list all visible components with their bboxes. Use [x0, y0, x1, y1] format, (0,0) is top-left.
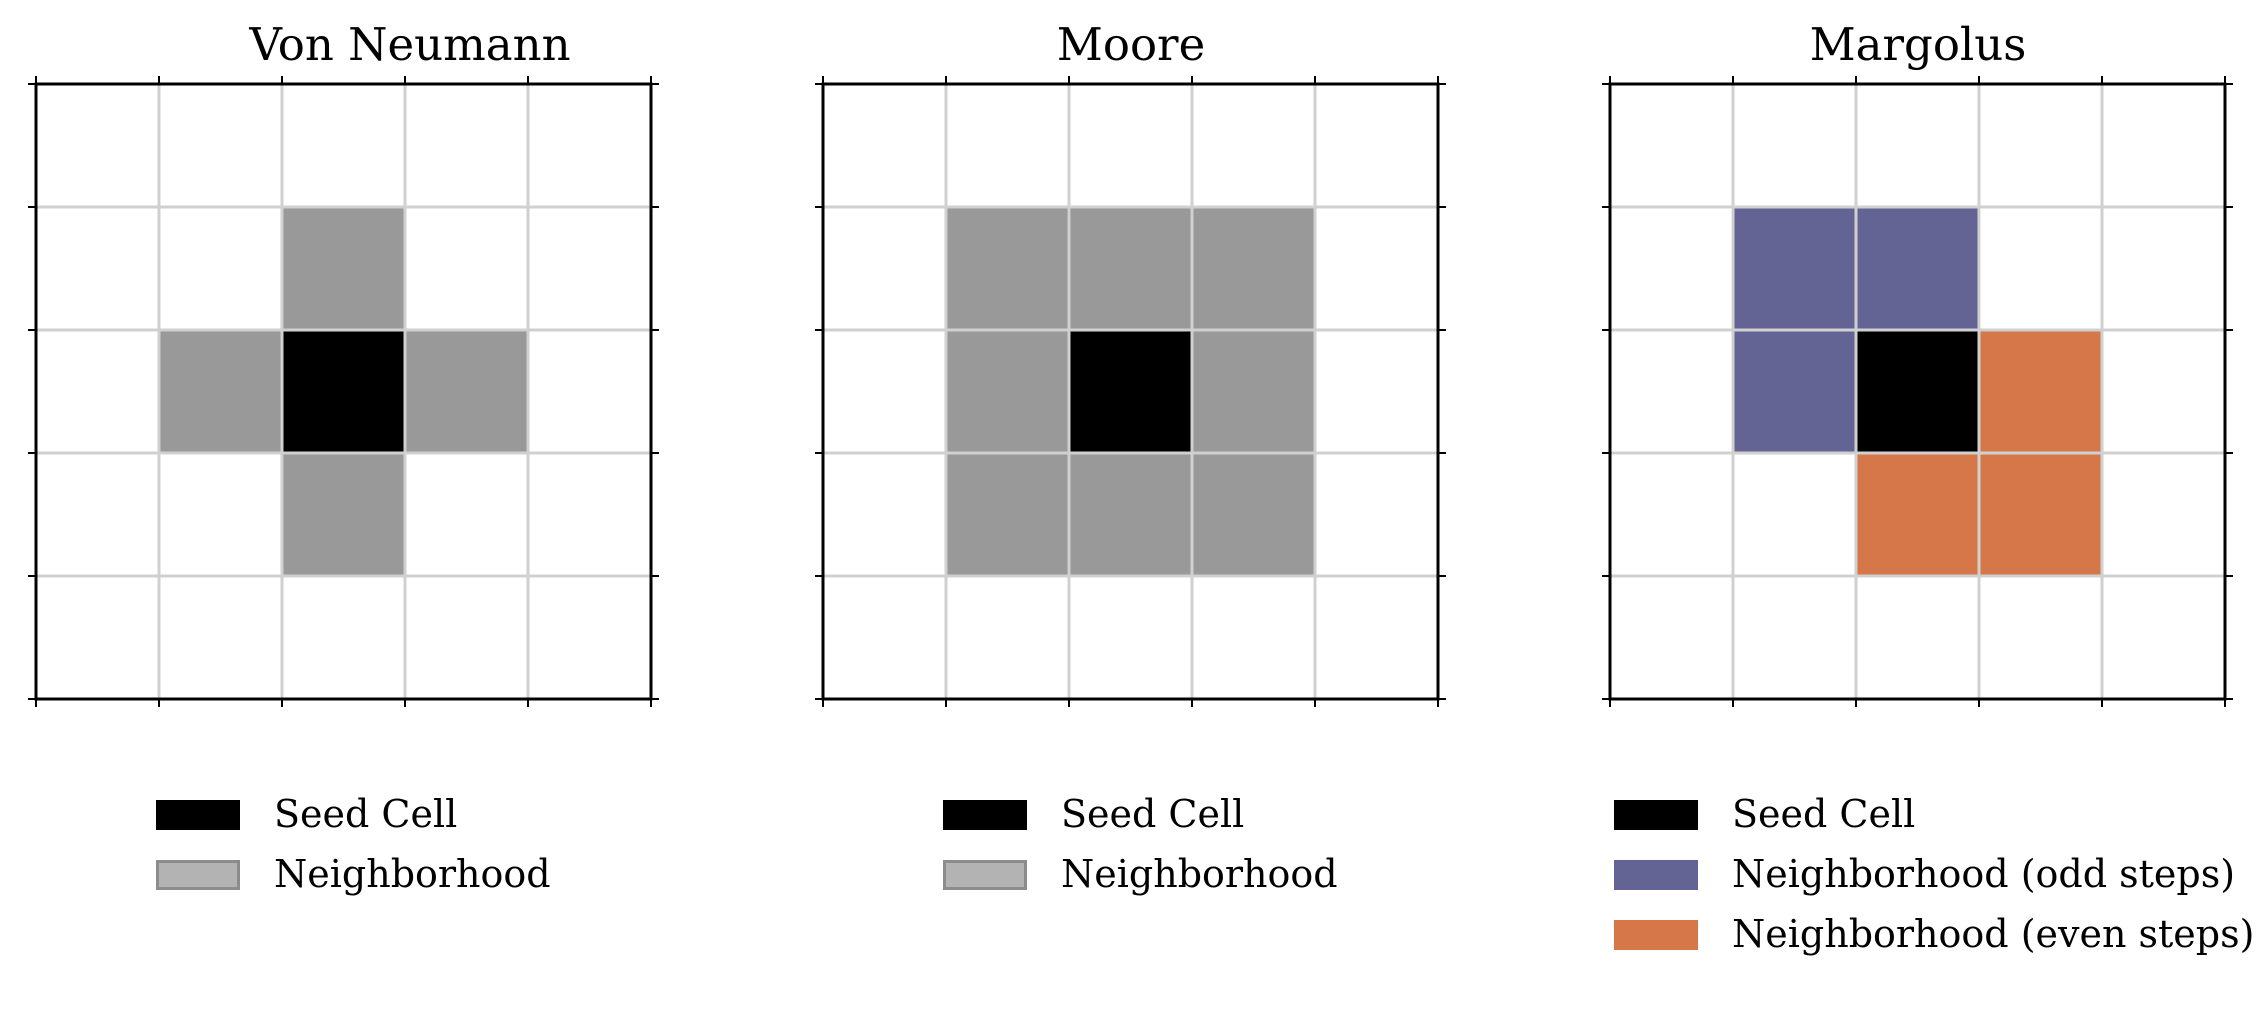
neighborhood-cell: [1192, 453, 1315, 576]
neighborhood-cell: [405, 330, 528, 453]
panel-title: Margolus: [1809, 18, 2027, 71]
neighborhood-cell: [1069, 207, 1192, 330]
legend-label: Neighborhood: [1061, 852, 1338, 896]
neighborhood-swatch: [943, 860, 1027, 890]
grid-frame: [1608, 82, 2227, 701]
grid-frame: [821, 82, 1440, 701]
neighborhood-cell: [946, 453, 1069, 576]
seed-cell: [1069, 330, 1192, 453]
grid-moore: [815, 76, 1446, 707]
neighborhood-cell: [1069, 453, 1192, 576]
neighborhood-swatch: [156, 860, 240, 890]
neighborhood-cell: [1856, 207, 1979, 330]
neighborhood-cell: [1979, 330, 2102, 453]
neighborhood-cell: [946, 330, 1069, 453]
seed-cell: [1856, 330, 1979, 453]
even-neighborhood-swatch: [1614, 920, 1698, 950]
odd-neighborhood-swatch: [1614, 860, 1698, 890]
grid-margolus: [1602, 76, 2233, 707]
legend-label: Seed Cell: [1061, 792, 1245, 836]
legend-label: Seed Cell: [274, 792, 458, 836]
panel-title: Von Neumann: [249, 18, 571, 71]
grid-frame: [34, 82, 653, 701]
neighborhood-cell: [1733, 330, 1856, 453]
neighborhood-cell: [1856, 453, 1979, 576]
grid-von-neumann: [28, 76, 659, 707]
seed-swatch: [1614, 800, 1698, 830]
seed-swatch: [943, 800, 1027, 830]
panel-title: Moore: [1056, 18, 1206, 71]
legend-label: Seed Cell: [1732, 792, 1916, 836]
neighborhood-cell: [946, 207, 1069, 330]
neighborhood-cell: [1733, 207, 1856, 330]
neighborhood-cell: [282, 453, 405, 576]
neighborhood-cell: [1192, 330, 1315, 453]
neighborhood-cell: [159, 330, 282, 453]
legend-label: Neighborhood (even steps): [1732, 912, 2255, 956]
neighborhood-cell: [1979, 453, 2102, 576]
neighborhood-cell: [282, 207, 405, 330]
legend-label: Neighborhood: [274, 852, 551, 896]
legend-label: Neighborhood (odd steps): [1732, 852, 2236, 896]
seed-cell: [282, 330, 405, 453]
neighborhood-cell: [1192, 207, 1315, 330]
seed-swatch: [156, 800, 240, 830]
